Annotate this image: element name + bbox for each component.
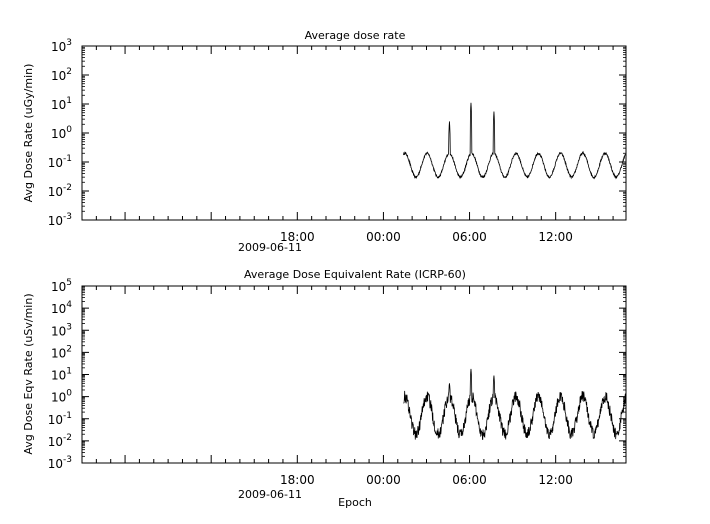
y-tick-label: 103 [51,38,72,54]
y-tick-label: 10-2 [48,183,72,199]
y-tick-label: 10-3 [48,455,72,471]
x-tick-label: 00:00 [366,473,401,487]
x-tick-label: 06:00 [452,473,487,487]
series-line [403,102,627,180]
y-tick-label: 101 [51,367,72,383]
y-ticks: 10-3 10-2 10-1 100 101 102 103 104 105 [48,278,626,471]
x-axis-label: Epoch [338,496,372,509]
y-tick-label: 101 [51,96,72,112]
y-tick-label: 102 [51,67,72,83]
y-tick-label: 102 [51,344,72,360]
chart-title: Average dose rate [305,29,406,42]
x-tick-label: 12:00 [538,230,573,244]
x-tick-label: 06:00 [452,230,487,244]
x-tick-label: 18:00 [280,230,315,244]
chart-panel-dose-rate: Average dose rate Avg Dose Rate (uGy/min… [22,29,627,254]
y-axis-label: Avg Dose Rate (uGy/min) [22,64,35,203]
y-tick-label: 105 [51,278,72,294]
y-tick-label: 100 [51,125,72,141]
y-axis-label: Avg Dose Eqv Rate (uSv/min) [22,293,35,454]
y-tick-label: 10-3 [48,212,72,228]
plot-area [81,45,627,221]
y-tick-label: 103 [51,322,72,338]
y-ticks: 10-3 10-2 10-1 100 101 102 103 [48,38,626,228]
y-tick-label: 10-1 [48,411,72,427]
x-tick-label: 12:00 [538,473,573,487]
y-tick-label: 104 [51,300,72,316]
x-ticks: 18:00 00:00 06:00 12:00 [81,46,614,244]
chart-title: Average Dose Equivalent Rate (ICRP-60) [244,268,466,281]
y-tick-label: 10-2 [48,433,72,449]
x-tick-label: 00:00 [366,230,401,244]
y-tick-label: 100 [51,389,72,405]
date-label: 2009-06-11 [238,488,302,501]
chart-panel-dose-equivalent-rate: Average Dose Equivalent Rate (ICRP-60) A… [22,268,627,509]
x-tick-label: 18:00 [280,473,315,487]
x-ticks: 18:00 00:00 06:00 12:00 [81,286,614,487]
plot-area [81,285,627,464]
y-tick-label: 10-1 [48,154,72,170]
series-line [403,368,627,441]
date-label: 2009-06-11 [238,241,302,254]
